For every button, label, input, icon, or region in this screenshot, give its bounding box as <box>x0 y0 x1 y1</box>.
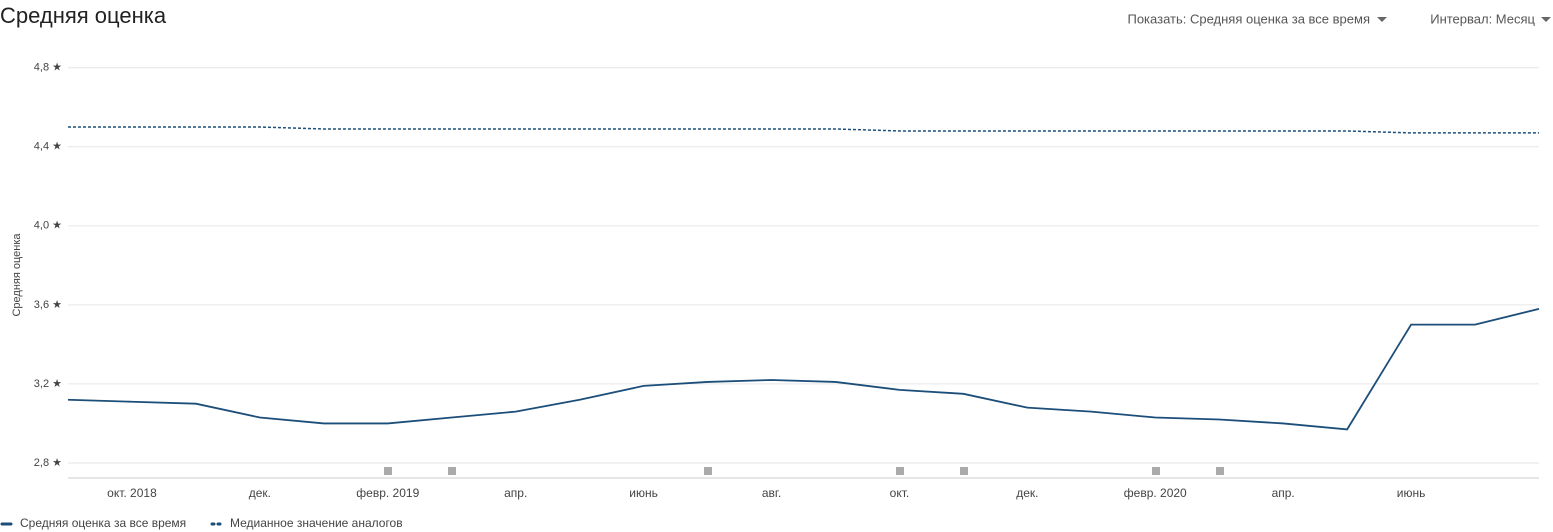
y-tick-label: 3,2 ★ <box>34 378 62 390</box>
x-tick-label: апр. <box>504 486 527 500</box>
event-marker[interactable] <box>896 467 904 475</box>
event-marker[interactable] <box>384 467 392 475</box>
y-tick-label: 4,4 ★ <box>34 141 62 153</box>
y-tick-label: 4,0 ★ <box>34 220 62 232</box>
show-dropdown[interactable]: Показать: Средняя оценка за все время <box>1127 11 1370 26</box>
y-axis-label: Средняя оценка <box>11 233 23 317</box>
event-marker[interactable] <box>1216 467 1224 475</box>
line-series <box>68 126 1539 134</box>
chart-title: Средняя оценка <box>0 3 167 28</box>
event-markers <box>384 467 1224 475</box>
x-tick-label: июнь <box>1397 486 1426 500</box>
x-tick-label: авг. <box>762 486 781 500</box>
line-series <box>67 307 1540 431</box>
y-tick-label: 4,8 ★ <box>34 62 62 74</box>
dropdown-arrow[interactable] <box>1377 17 1387 22</box>
event-marker[interactable] <box>960 467 968 475</box>
x-tick-label: дек. <box>1016 486 1038 500</box>
legend-label: Медианное значение аналогов <box>230 516 403 530</box>
y-tick-label: 2,8 ★ <box>34 457 62 469</box>
x-tick-label: апр. <box>1272 486 1295 500</box>
event-marker[interactable] <box>1152 467 1160 475</box>
y-tick-label: 3,6 ★ <box>34 299 62 311</box>
event-marker[interactable] <box>704 467 712 475</box>
event-marker[interactable] <box>448 467 456 475</box>
x-tick-label: дек. <box>249 486 271 500</box>
x-tick-label: февр. 2020 <box>1124 486 1187 500</box>
x-tick-label: окт. <box>890 486 910 500</box>
x-tick-label: июнь <box>629 486 658 500</box>
interval-dropdown[interactable]: Интервал: Месяц <box>1430 11 1535 26</box>
x-tick-label: февр. 2019 <box>356 486 419 500</box>
x-tick-label: окт. 2018 <box>107 486 157 500</box>
legend-label: Средняя оценка за все время <box>20 516 186 530</box>
dropdown-arrow[interactable] <box>1541 17 1551 22</box>
